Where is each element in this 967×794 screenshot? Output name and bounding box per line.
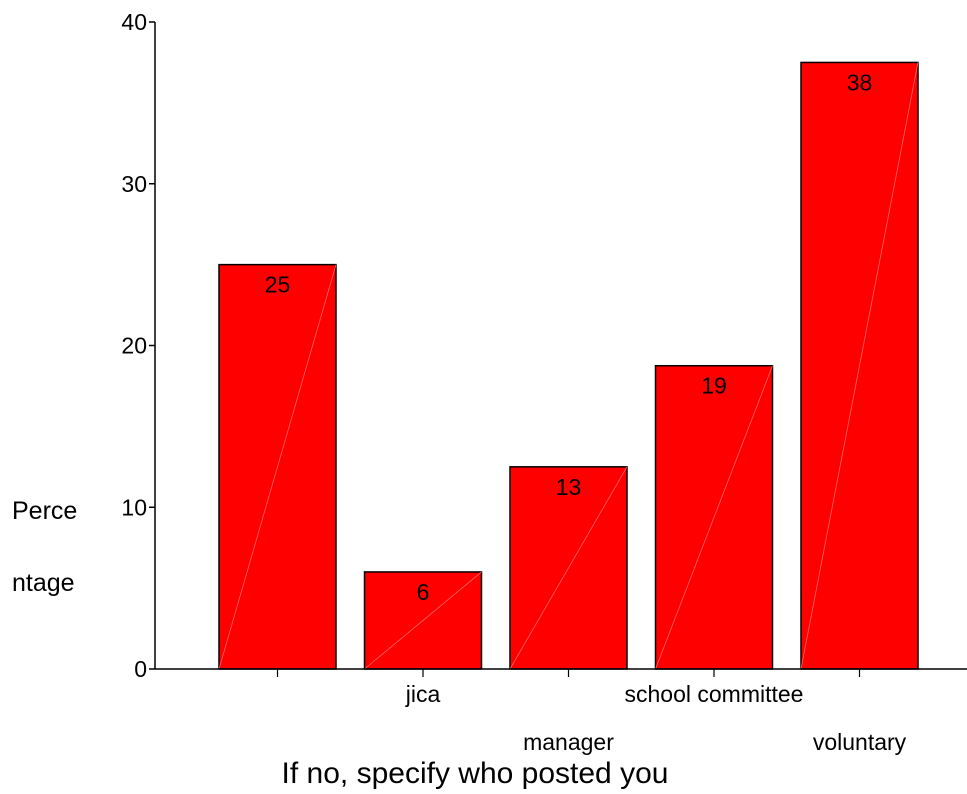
y-tick-label: 40 xyxy=(121,9,147,35)
bars: 25 6 13 19 38 xyxy=(218,61,919,670)
bar-shading xyxy=(218,264,337,670)
y-axis-label-line-2: ntage xyxy=(12,569,75,597)
bar-value-label: 38 xyxy=(847,69,873,95)
x-axis-title: If no, specify who posted you xyxy=(282,757,669,790)
bar-shading xyxy=(655,365,773,670)
bar-value-label: 25 xyxy=(265,272,291,298)
bar-shading xyxy=(364,571,482,670)
x-tick-label: school committee xyxy=(625,681,804,707)
x-tick-label: voluntary xyxy=(813,729,907,755)
bar-value-label: 19 xyxy=(701,373,727,399)
y-axis-label-line-1: Perce xyxy=(12,497,77,525)
y-tick-label: 20 xyxy=(121,333,147,359)
y-tick-label: 30 xyxy=(121,171,147,197)
bar-value-label: 13 xyxy=(556,474,582,500)
bar-shading xyxy=(509,466,628,670)
y-axis: 0 10 20 30 40 xyxy=(121,9,156,682)
x-tick-label: manager xyxy=(523,729,614,755)
y-tick-label: 0 xyxy=(134,656,147,682)
x-tick-label: jica xyxy=(405,681,441,707)
x-axis: jica manager school committee voluntary xyxy=(155,668,967,755)
bar-shading xyxy=(800,62,919,670)
y-tick-label: 10 xyxy=(121,494,147,520)
bar-value-label: 6 xyxy=(417,579,430,605)
